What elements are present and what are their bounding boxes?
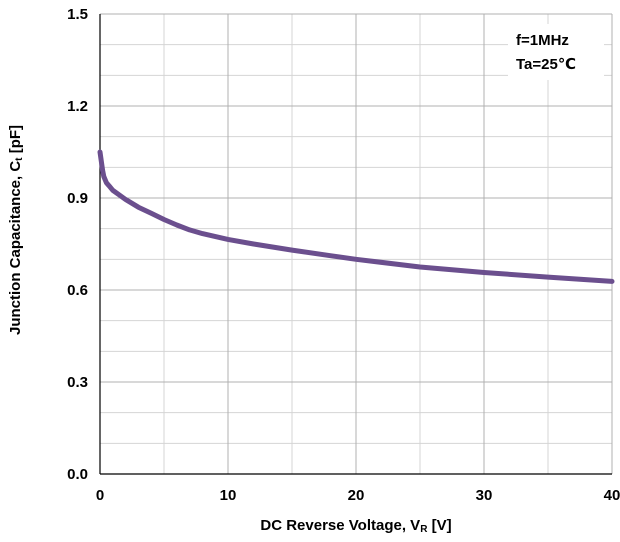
y-tick-label: 1.2 [67,98,88,115]
y-tick-labels: 0.0 0.3 0.6 0.9 1.2 1.5 [67,6,88,483]
series-layer [97,149,615,284]
x-axis-title: DC Reverse Voltage, VR [V] [260,517,451,535]
x-tick-label: 40 [604,487,620,504]
annotation-frequency: f=1MHz [516,32,569,49]
x-tick-label: 10 [220,487,237,504]
y-tick-label: 1.5 [67,6,88,23]
y-tick-label: 0.6 [67,282,88,299]
y-tick-label: 0.0 [67,466,88,483]
y-tick-label: 0.3 [67,374,88,391]
annotation-box [508,24,604,80]
x-tick-label: 20 [348,487,365,504]
y-tick-label: 0.9 [67,190,88,207]
major-grid [100,13,613,474]
x-tick-label: 30 [476,487,493,504]
x-tick-label: 0 [96,487,104,504]
capacitance-curve [97,149,615,284]
x-tick-labels: 0 10 20 30 40 [96,487,620,504]
annotation-temperature: Ta=25℃ [516,56,576,73]
y-axis-title: Junction Capacitance, Ct [pF] [7,125,25,335]
